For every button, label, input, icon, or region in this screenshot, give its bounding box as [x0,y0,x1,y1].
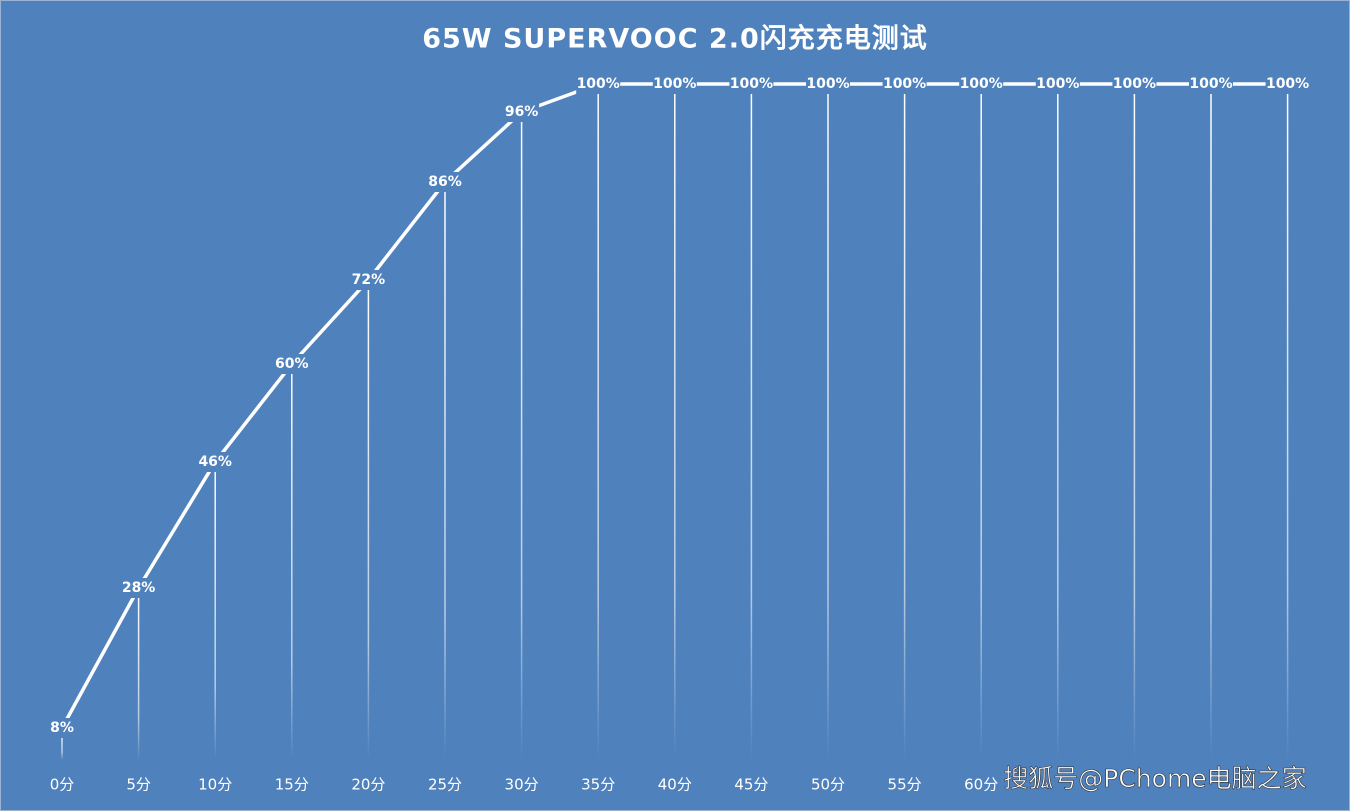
label-bg [806,74,850,94]
x-tick-label: 50分 [811,776,845,794]
x-tick-label: 35分 [581,776,615,794]
x-tick-label: 55分 [888,776,922,794]
x-tick-label: 10分 [198,776,232,794]
drop-line [674,84,676,760]
data-label: 72% [352,272,386,288]
label-bg [1035,74,1080,94]
label-bg [427,172,463,192]
label-bg [576,74,621,94]
drop-line [827,84,829,760]
label-bg [1265,74,1310,94]
chart-title: 65W SUPERVOOC 2.0闪充充电测试 [422,23,928,55]
label-bg [729,74,774,94]
drop-line [1133,84,1136,760]
data-label: 100% [960,76,1003,92]
label-bg [274,354,310,374]
label-bg [959,74,1004,94]
data-label: 100% [883,76,926,92]
drop-line [1210,84,1212,760]
drop-line [597,84,599,760]
label-bg [121,578,157,598]
data-label: 28% [122,580,156,596]
label-bg [652,74,697,94]
drop-line [520,112,523,760]
drop-line [214,462,216,760]
drop-line [903,84,906,760]
x-tick-label: 60分 [964,776,998,794]
drop-line [1057,84,1059,760]
data-label: 100% [1113,76,1156,92]
x-tick-label: 40分 [658,776,692,794]
data-label: 60% [275,356,309,372]
drop-line [980,84,982,760]
x-tick-label: 45分 [734,776,768,794]
label-bg [1189,74,1233,94]
data-label: 100% [653,76,696,92]
x-tick-label: 15分 [275,776,309,794]
data-label: 100% [806,76,849,92]
label-bg [882,74,927,94]
drop-line [1286,84,1289,760]
data-label: 100% [730,76,773,92]
drop-line [61,728,63,760]
drop-line [444,182,446,760]
label-bg [350,270,386,290]
data-label: 46% [198,454,232,470]
data-label: 100% [1266,76,1309,92]
data-label: 86% [428,174,462,190]
drop-line [291,364,293,760]
data-label: 8% [50,720,74,736]
label-bg [504,102,540,122]
x-tick-label: 5分 [126,776,151,794]
drop-line [750,84,753,760]
drop-line [367,280,370,760]
data-label: 100% [577,76,620,92]
label-bg [49,718,75,738]
x-tick-label: 0分 [50,776,75,794]
data-label: 100% [1036,76,1079,92]
drop-line [137,588,140,760]
x-tick-label: 20分 [351,776,385,794]
data-label: 100% [1189,76,1232,92]
data-label: 96% [505,104,539,120]
x-tick-label: 30分 [505,776,539,794]
x-tick-label: 25分 [428,776,462,794]
label-bg [1112,74,1157,94]
watermark: 搜狐号@PChome电脑之家 [1003,764,1306,793]
label-bg [197,452,233,472]
